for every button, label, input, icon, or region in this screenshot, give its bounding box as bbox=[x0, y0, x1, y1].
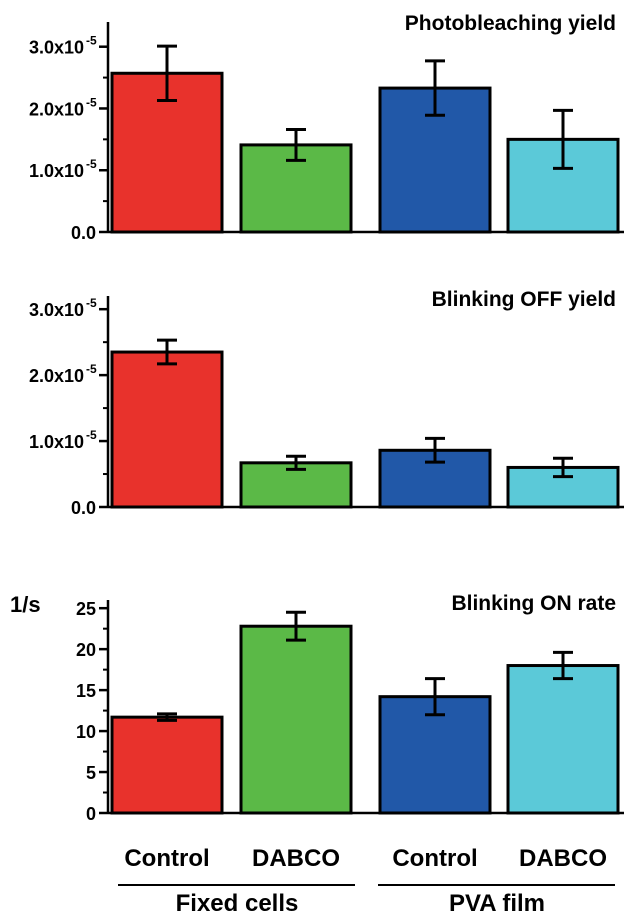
bar bbox=[239, 624, 353, 815]
x-tick-label-3: Control bbox=[392, 845, 477, 872]
panel-1: 0.01.0x10 -52.0x10 -53.0x10 -5Photobleachin… bbox=[29, 12, 624, 243]
y-tick-label: 2.0x10 bbox=[29, 99, 84, 119]
bar bbox=[110, 715, 224, 815]
y-tick-exponent: -5 bbox=[86, 157, 97, 171]
x-tick-label-1: Control bbox=[124, 845, 209, 872]
y-tick-exponent: -5 bbox=[86, 95, 97, 109]
y-tick-label: 10 bbox=[76, 722, 96, 742]
panel-title: Blinking OFF yield bbox=[432, 288, 616, 311]
y-tick-label: 0.0 bbox=[71, 498, 96, 518]
panel-2: 0.01.0x10 -52.0x10 -53.0x10 -5 Blinking OFF … bbox=[29, 288, 624, 518]
y-tick-label: 25 bbox=[76, 599, 96, 619]
panels: 0.01.0x10 -52.0x10 -53.0x10 -5Photobleachin… bbox=[10, 12, 624, 824]
y-tick-label: 1.0x10 bbox=[29, 161, 84, 181]
y-tick-label: 15 bbox=[76, 681, 96, 701]
bar bbox=[378, 695, 492, 815]
y-tick-label: 3.0x10 bbox=[29, 300, 84, 320]
bar bbox=[110, 350, 224, 509]
x-tick-label-2: DABCO bbox=[252, 845, 340, 872]
y-tick-exponent: -5 bbox=[86, 362, 97, 376]
y-tick-label: 2.0x10 bbox=[29, 366, 84, 386]
y-axis-label: 1/s bbox=[10, 592, 41, 617]
y-tick-label: 3.0x10 bbox=[29, 38, 84, 58]
y-tick-label: 5 bbox=[86, 763, 96, 783]
y-tick-label: 20 bbox=[76, 640, 96, 660]
y-tick-exponent: -5 bbox=[86, 296, 97, 310]
y-tick-label: 0 bbox=[86, 804, 96, 824]
x-tick-label-4: DABCO bbox=[519, 845, 607, 872]
panel-title: Photobleaching yield bbox=[405, 12, 616, 35]
panel-3: 0 5 10 15 20 25 1/s Blinking ON rate bbox=[10, 592, 624, 824]
y-tick-label: 0.0 bbox=[71, 223, 96, 243]
group-label-pva-film: PVA film bbox=[449, 890, 545, 917]
bar bbox=[506, 664, 620, 815]
y-tick-label: 1.0x10 bbox=[29, 432, 84, 452]
y-tick-exponent: -5 bbox=[86, 34, 97, 48]
y-tick-exponent: -5 bbox=[86, 428, 97, 442]
panel-title: Blinking ON rate bbox=[451, 592, 616, 615]
group-label-fixed-cells: Fixed cells bbox=[176, 890, 299, 917]
